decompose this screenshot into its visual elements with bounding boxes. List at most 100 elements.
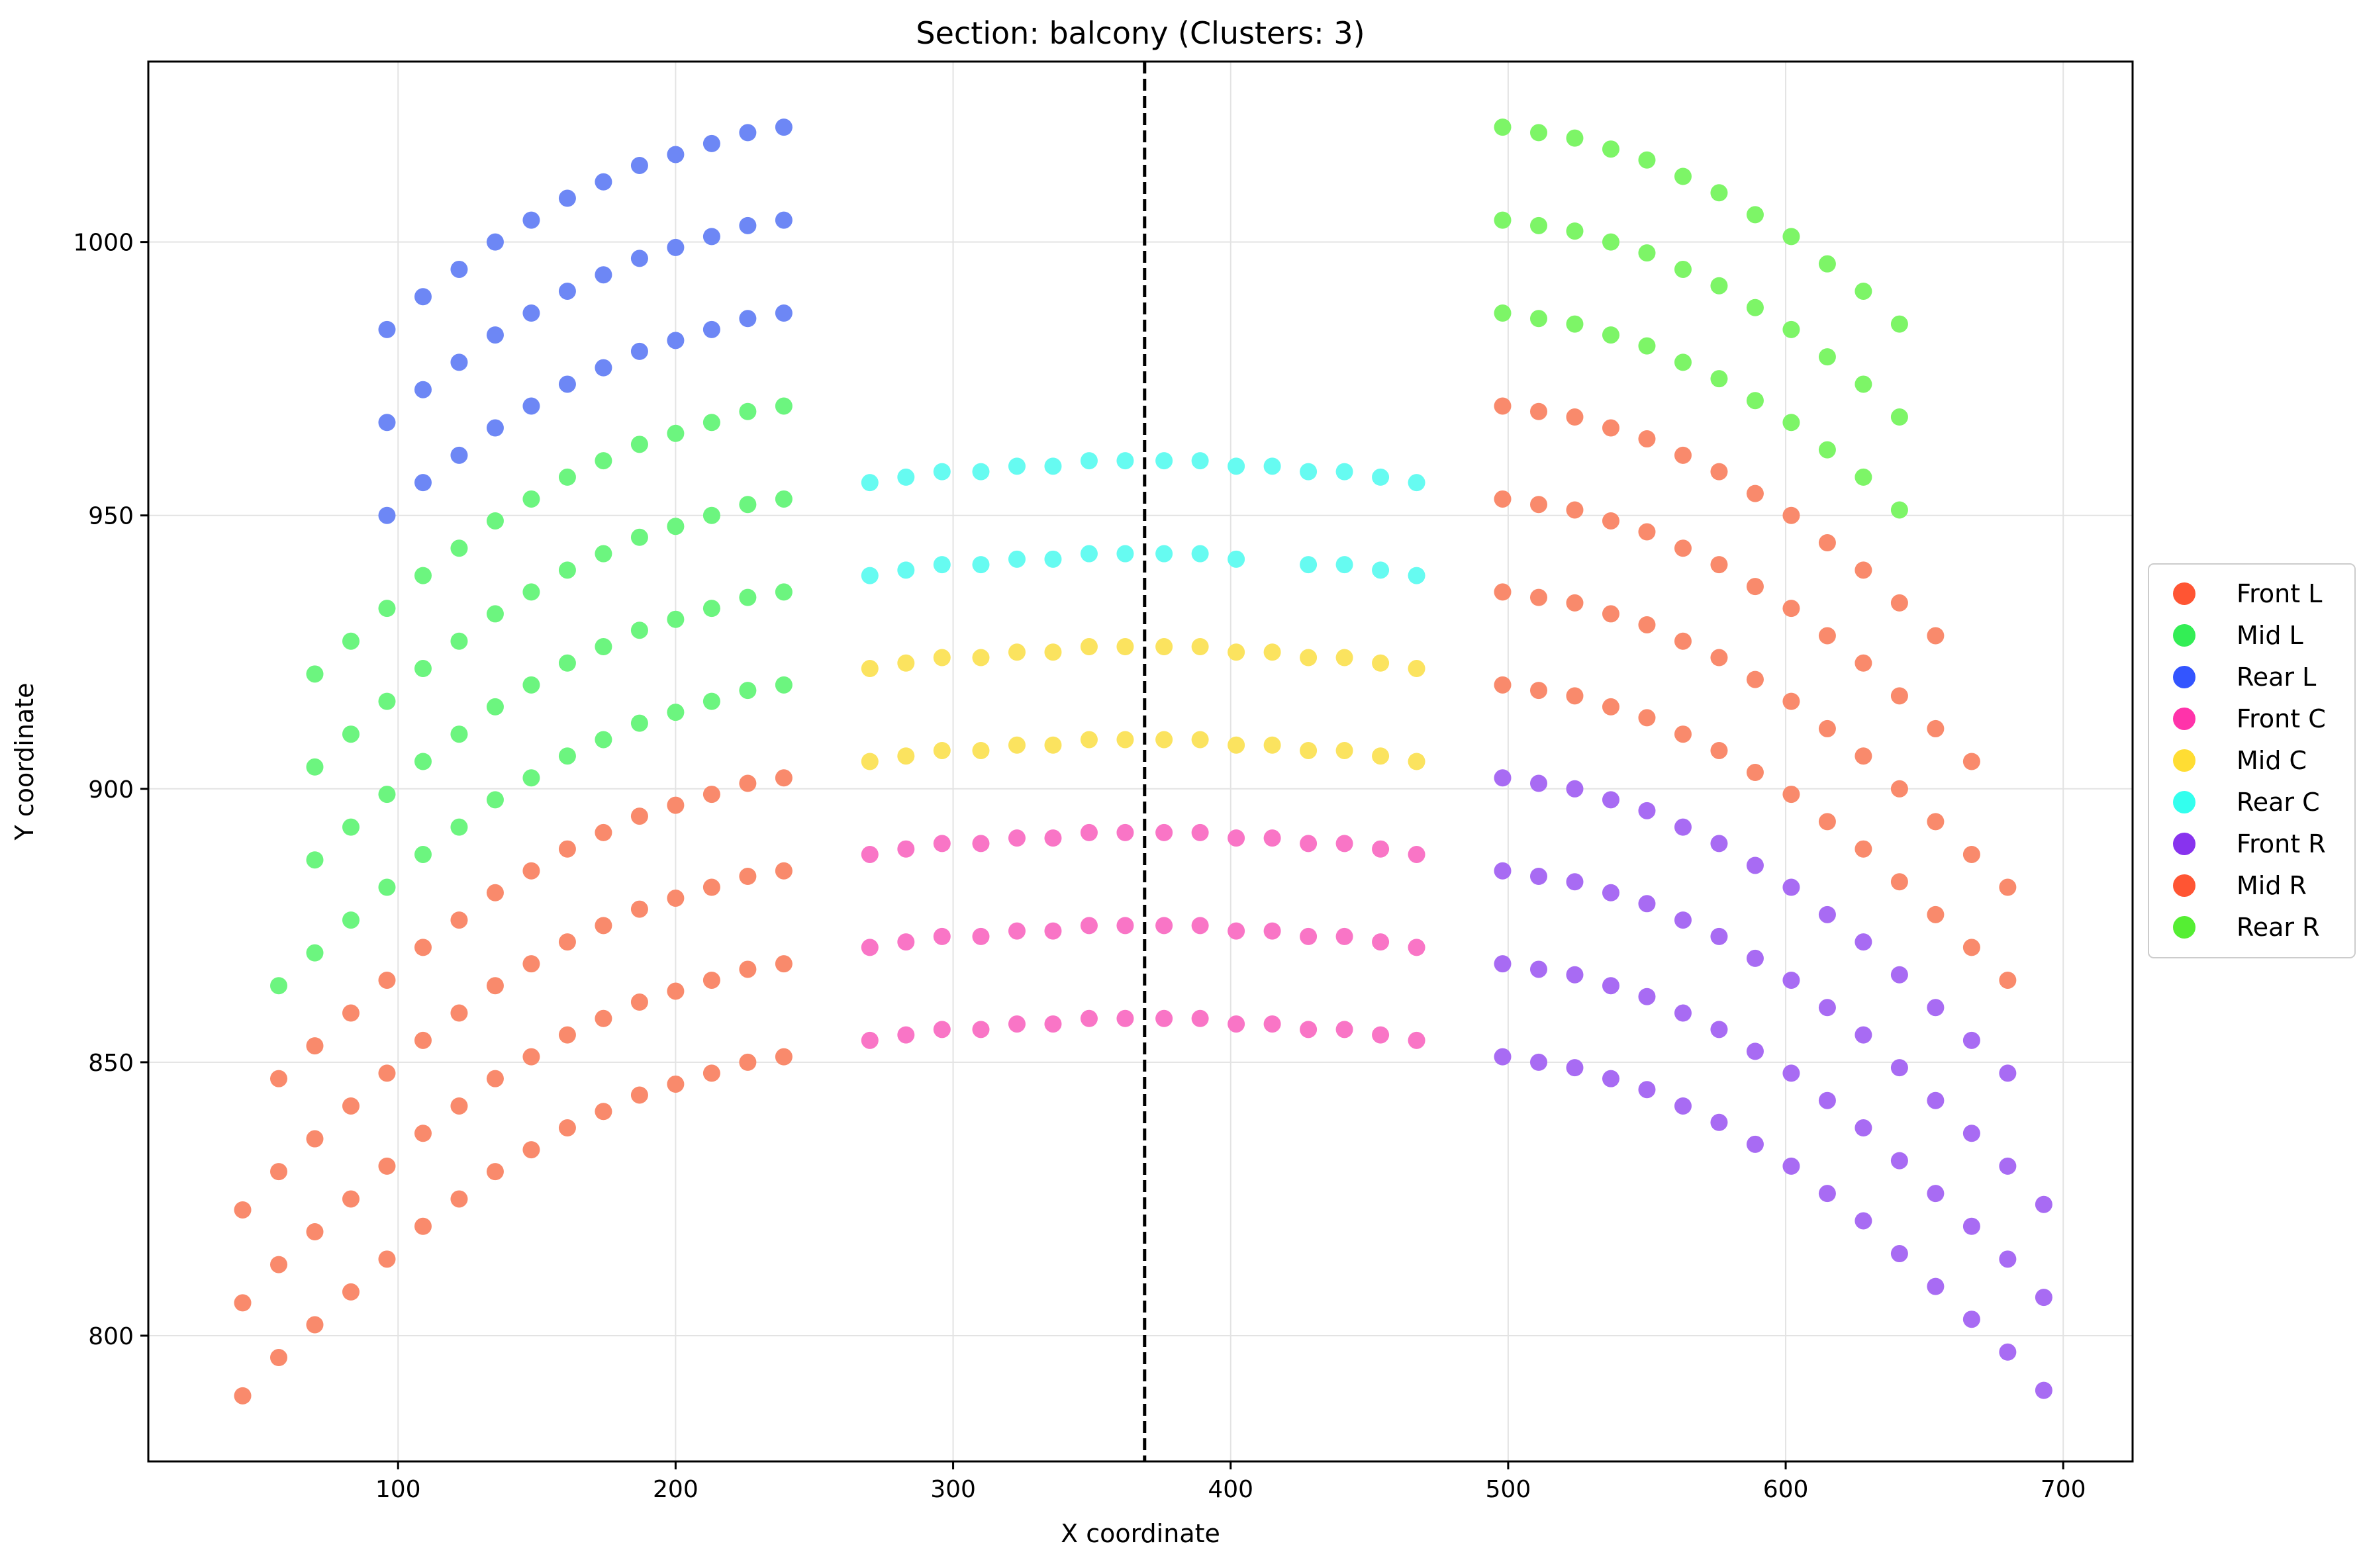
- data-point: [1080, 731, 1098, 749]
- data-point: [630, 993, 648, 1011]
- data-point: [1890, 1245, 1908, 1263]
- data-point: [667, 890, 685, 907]
- plot-area-frame: [147, 60, 2134, 1463]
- data-point: [522, 211, 540, 229]
- legend-label: Mid C: [2237, 746, 2307, 775]
- data-point: [1080, 638, 1098, 656]
- data-point: [1228, 643, 1245, 661]
- legend-marker: [2173, 666, 2195, 688]
- data-point: [1008, 1015, 1026, 1033]
- data-point: [558, 561, 576, 579]
- data-point: [558, 933, 576, 951]
- data-point: [522, 397, 540, 415]
- data-point: [486, 791, 504, 809]
- data-point: [486, 1163, 504, 1181]
- data-point: [1818, 627, 1836, 645]
- data-point: [630, 528, 648, 546]
- legend-marker: [2173, 874, 2195, 897]
- series-rear-c: [861, 452, 1425, 584]
- data-point: [306, 1130, 324, 1148]
- data-point: [414, 660, 432, 678]
- data-point: [1890, 501, 1908, 519]
- data-point: [414, 474, 432, 492]
- data-point: [1008, 736, 1026, 754]
- data-point: [1372, 561, 1390, 579]
- data-point: [1999, 1157, 2017, 1175]
- data-point: [1638, 151, 1656, 169]
- data-point: [486, 1070, 504, 1087]
- data-point: [1494, 490, 1512, 508]
- data-point: [667, 238, 685, 256]
- data-point: [775, 676, 793, 694]
- data-point: [558, 1026, 576, 1044]
- data-point: [486, 884, 504, 901]
- data-point: [378, 506, 396, 524]
- data-point: [1890, 966, 1908, 984]
- axis-ticks: 100 200 300 400 500 600 700 800 850 900 950 1000: [73, 230, 2086, 1503]
- data-point: [1890, 687, 1908, 705]
- data-point: [450, 818, 468, 836]
- data-point: [1566, 687, 1584, 705]
- data-point: [1638, 709, 1656, 727]
- data-point: [702, 786, 720, 804]
- data-point: [1529, 124, 1547, 142]
- data-point: [972, 927, 990, 945]
- data-point: [1494, 769, 1512, 787]
- data-point: [1710, 1113, 1728, 1131]
- data-point: [1494, 397, 1512, 415]
- data-point: [1818, 1091, 1836, 1109]
- data-point: [1300, 649, 1318, 667]
- data-point: [1710, 741, 1728, 759]
- data-point: [1855, 1119, 1872, 1137]
- data-point: [1408, 660, 1425, 678]
- data-point: [630, 1086, 648, 1104]
- data-point: [1602, 326, 1619, 344]
- data-point: [414, 1217, 432, 1235]
- data-point: [270, 1349, 288, 1367]
- y-axis-title: Y coordinate: [10, 683, 39, 841]
- data-point: [1116, 452, 1134, 470]
- data-point: [486, 326, 504, 344]
- data-point: [1855, 933, 1872, 951]
- data-point: [1494, 583, 1512, 601]
- data-point: [1710, 927, 1728, 945]
- data-point: [702, 878, 720, 896]
- data-point: [450, 446, 468, 464]
- x-axis-title: X coordinate: [1061, 1519, 1220, 1548]
- data-point: [595, 173, 612, 191]
- data-point: [558, 375, 576, 393]
- legend-marker: [2173, 916, 2195, 939]
- data-point: [1529, 867, 1547, 885]
- data-point: [1228, 922, 1245, 940]
- data-point: [667, 146, 685, 163]
- data-point: [1602, 977, 1619, 995]
- data-point: [1818, 348, 1836, 366]
- data-point: [897, 654, 915, 672]
- data-point: [667, 704, 685, 721]
- data-point: [306, 1223, 324, 1241]
- data-point: [1335, 463, 1353, 481]
- data-point: [1710, 649, 1728, 667]
- data-point: [1674, 818, 1692, 836]
- data-point: [1746, 578, 1764, 596]
- data-point: [630, 342, 648, 360]
- grid-lines: [148, 62, 2133, 1461]
- data-point: [1927, 999, 1945, 1017]
- data-point: [1602, 605, 1619, 623]
- data-point: [1674, 353, 1692, 371]
- data-point: [1155, 545, 1173, 563]
- data-point: [306, 1037, 324, 1055]
- data-point: [897, 468, 915, 486]
- data-point: [450, 353, 468, 371]
- data-point: [1962, 1031, 1980, 1049]
- data-point: [667, 982, 685, 1000]
- data-point: [1855, 1212, 1872, 1230]
- data-point: [702, 971, 720, 989]
- data-point: [861, 753, 879, 770]
- data-point: [1855, 282, 1872, 300]
- data-point: [342, 725, 360, 743]
- data-point: [522, 490, 540, 508]
- data-point: [1494, 304, 1512, 322]
- legend-label: Front R: [2237, 829, 2326, 858]
- data-point: [1191, 823, 1209, 841]
